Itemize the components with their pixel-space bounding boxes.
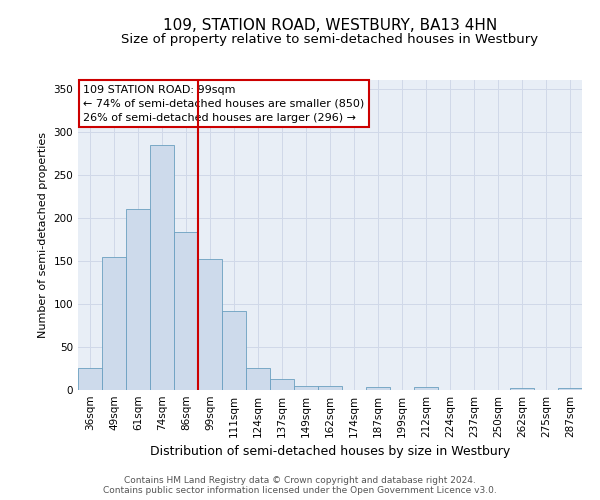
Bar (222, 311, 246, 390)
Bar (510, 388, 534, 390)
Bar (150, 144, 174, 390)
Bar (126, 209, 150, 390)
Bar (102, 256, 126, 390)
Text: 109 STATION ROAD: 99sqm
← 74% of semi-detached houses are smaller (850)
26% of s: 109 STATION ROAD: 99sqm ← 74% of semi-de… (83, 84, 364, 122)
Text: Size of property relative to semi-detached houses in Westbury: Size of property relative to semi-detach… (121, 32, 539, 46)
Bar (558, 388, 582, 390)
Y-axis label: Number of semi-detached properties: Number of semi-detached properties (38, 132, 48, 338)
Text: 109, STATION ROAD, WESTBURY, BA13 4HN: 109, STATION ROAD, WESTBURY, BA13 4HN (163, 18, 497, 32)
Bar (78, 368, 102, 390)
Bar (294, 386, 318, 390)
Bar (270, 379, 294, 390)
Bar (174, 232, 198, 390)
Bar (246, 368, 270, 390)
X-axis label: Distribution of semi-detached houses by size in Westbury: Distribution of semi-detached houses by … (150, 446, 510, 458)
Bar (318, 386, 342, 390)
Text: Contains HM Land Registry data © Crown copyright and database right 2024.
Contai: Contains HM Land Registry data © Crown c… (103, 476, 497, 495)
Bar (414, 388, 438, 390)
Bar (198, 259, 222, 390)
Bar (366, 388, 390, 390)
